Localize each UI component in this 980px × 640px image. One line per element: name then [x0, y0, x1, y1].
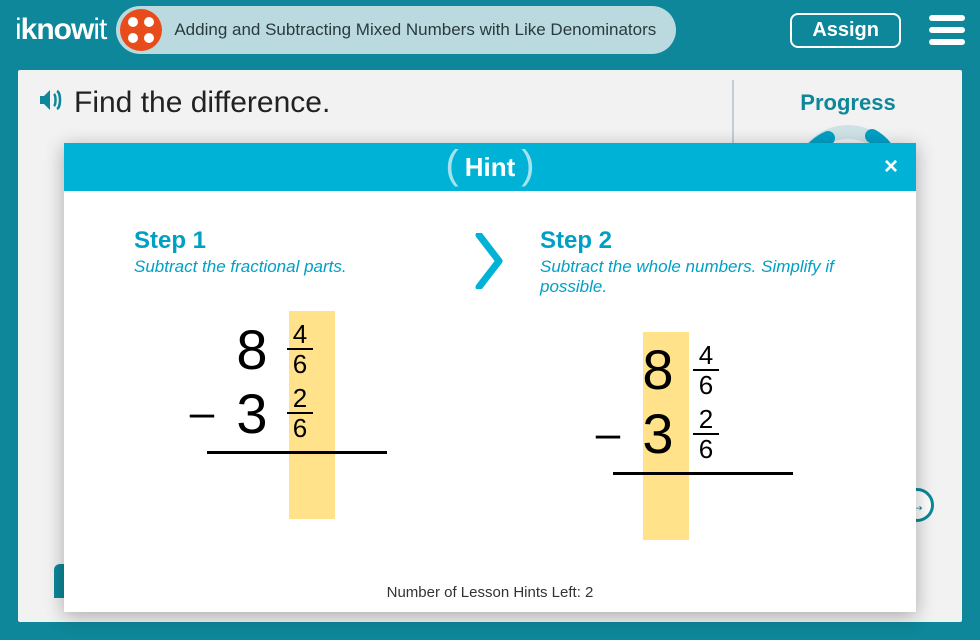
hint-modal-body: Step 1 Subtract the fractional parts. 8 … [64, 191, 916, 576]
hints-left-count: 2 [585, 584, 593, 601]
progress-label: Progress [744, 90, 952, 116]
step-1-math: 8 4 6 – 3 2 6 [177, 317, 397, 454]
assign-button[interactable]: Assign [790, 13, 901, 48]
equals-rule [207, 451, 387, 454]
step-1-subtitle: Subtract the fractional parts. [134, 257, 440, 277]
step-1-column: Step 1 Subtract the fractional parts. 8 … [104, 227, 470, 566]
brand-logo[interactable]: iknowit [15, 13, 106, 47]
step-2-title: Step 2 [540, 227, 846, 255]
step-2-column: Step 2 Subtract the whole numbers. Simpl… [510, 227, 876, 566]
top-denominator: 6 [293, 350, 307, 377]
operator-placeholder-2 [583, 345, 633, 395]
step-2-subtitle: Subtract the whole numbers. Simplify if … [540, 257, 846, 298]
math-row-bottom-2: – 3 2 6 [583, 402, 803, 466]
top-denominator-2: 6 [699, 371, 713, 398]
step-1-title: Step 1 [134, 227, 440, 255]
math-row-top-2: 8 4 6 [583, 338, 803, 402]
question-prompt: Find the difference. [74, 86, 330, 120]
bottom-numerator-2: 2 [693, 406, 719, 435]
brand-post: it [93, 13, 106, 46]
read-aloud-icon[interactable] [38, 88, 64, 119]
top-numerator: 4 [287, 321, 313, 350]
minus-operator: – [177, 388, 227, 438]
operator-placeholder [177, 324, 227, 374]
top-fraction-2: 4 6 [683, 342, 729, 398]
bottom-denominator: 6 [293, 414, 307, 441]
bottom-numerator: 2 [287, 385, 313, 414]
hint-modal-header: ( Hint ) × [64, 143, 916, 191]
step-separator-chevron-icon [470, 227, 510, 566]
bottom-fraction: 2 6 [277, 385, 323, 441]
hint-title: Hint [465, 152, 516, 183]
lesson-pill: Adding and Subtracting Mixed Numbers wit… [116, 6, 676, 54]
lesson-title: Adding and Subtracting Mixed Numbers wit… [174, 20, 656, 40]
hint-modal-footer: Number of Lesson Hints Left: 2 [64, 576, 916, 613]
bottom-whole-2: 3 [633, 401, 683, 466]
top-whole-2: 8 [633, 337, 683, 402]
hamburger-menu-icon[interactable] [929, 15, 965, 45]
app-header: iknowit Adding and Subtracting Mixed Num… [0, 0, 980, 60]
top-numerator-2: 4 [693, 342, 719, 371]
lesson-category-icon [120, 9, 162, 51]
equals-rule-2 [613, 472, 793, 475]
math-row-top: 8 4 6 [177, 317, 397, 381]
step-2-math: 8 4 6 – 3 2 6 [583, 338, 803, 475]
minus-operator-2: – [583, 409, 633, 459]
brand-mid: know [21, 13, 94, 46]
top-whole: 8 [227, 317, 277, 382]
bracket-right-icon: ) [515, 143, 540, 188]
top-fraction: 4 6 [277, 321, 323, 377]
hints-left-prefix: Number of Lesson Hints Left: [387, 584, 585, 601]
bracket-left-icon: ( [439, 143, 464, 188]
hint-modal: ( Hint ) × Step 1 Subtract the fractiona… [64, 143, 916, 612]
app-root: iknowit Adding and Subtracting Mixed Num… [0, 0, 980, 640]
bottom-fraction-2: 2 6 [683, 406, 729, 462]
math-row-bottom: – 3 2 6 [177, 381, 397, 445]
bottom-whole: 3 [227, 381, 277, 446]
bottom-denominator-2: 6 [699, 435, 713, 462]
close-icon[interactable]: × [884, 153, 898, 181]
